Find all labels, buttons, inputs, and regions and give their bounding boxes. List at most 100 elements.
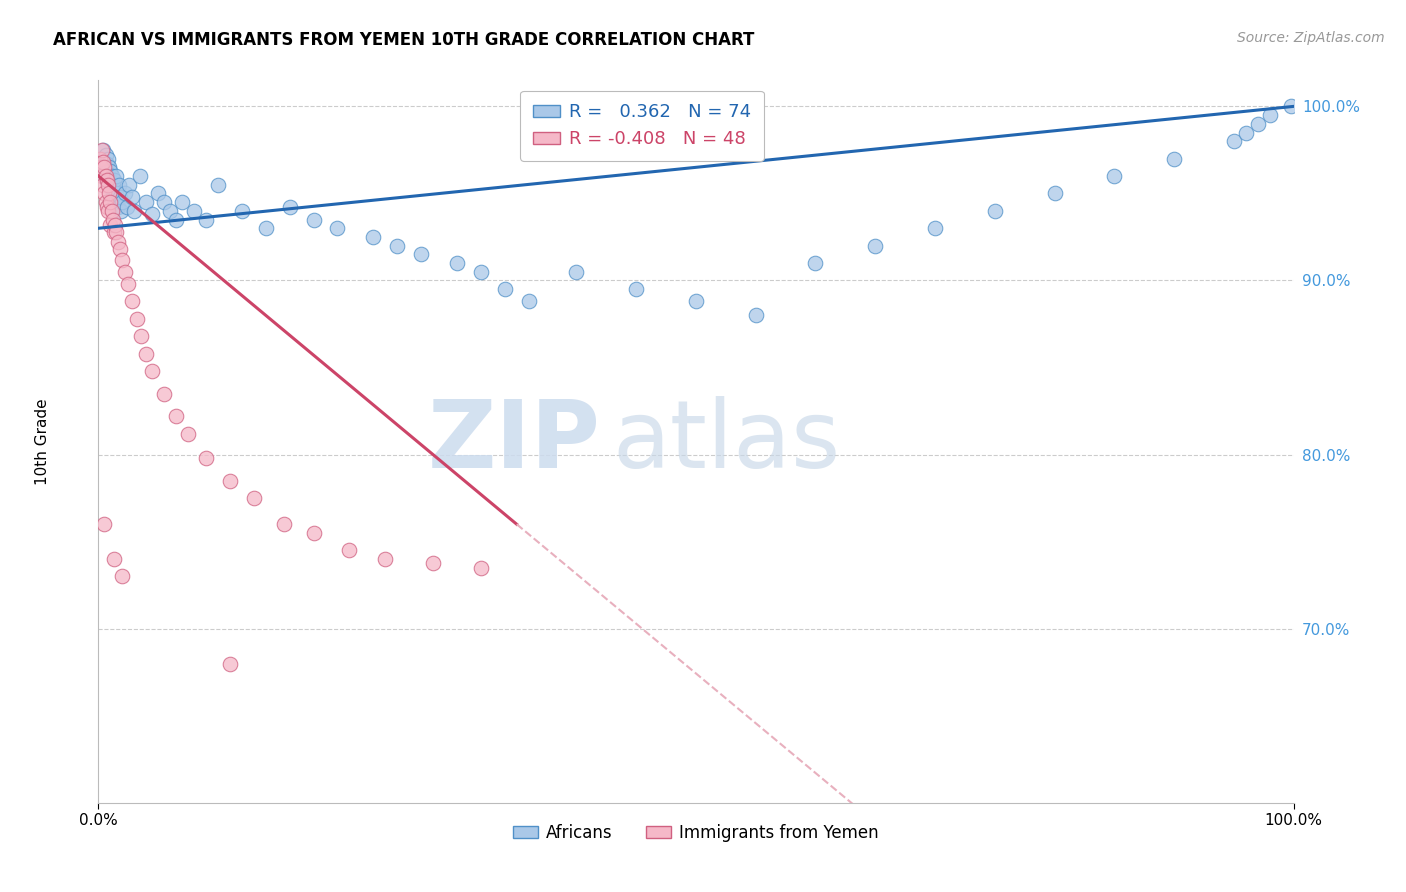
Point xyxy=(117,277,139,291)
Point xyxy=(121,294,143,309)
Point xyxy=(129,169,152,183)
Point xyxy=(135,195,157,210)
Point xyxy=(374,552,396,566)
Point xyxy=(94,195,117,210)
Point xyxy=(98,195,122,210)
Point xyxy=(231,203,253,218)
Y-axis label: 10th Grade: 10th Grade xyxy=(35,398,49,485)
Point xyxy=(278,200,301,214)
Point xyxy=(90,161,112,175)
Point xyxy=(91,169,114,183)
Point xyxy=(172,195,194,210)
Point xyxy=(153,195,176,210)
Point xyxy=(108,242,131,256)
Point xyxy=(135,346,157,360)
Point xyxy=(105,186,128,201)
Point xyxy=(125,311,148,326)
Point xyxy=(302,212,325,227)
Text: ZIP: ZIP xyxy=(427,395,600,488)
Point xyxy=(107,200,129,214)
Point xyxy=(273,517,295,532)
Point xyxy=(685,294,707,309)
Point xyxy=(98,163,122,178)
Point xyxy=(98,178,121,192)
Point xyxy=(93,155,115,169)
Point xyxy=(100,169,122,183)
Point xyxy=(103,225,125,239)
Point xyxy=(104,195,127,210)
Point xyxy=(111,569,134,583)
Point xyxy=(1247,117,1270,131)
Point xyxy=(96,172,118,186)
Point xyxy=(195,212,218,227)
Point xyxy=(494,282,516,296)
Point xyxy=(91,143,114,157)
Point xyxy=(141,207,163,221)
Point xyxy=(97,178,120,192)
Point xyxy=(183,203,205,218)
Point xyxy=(108,190,131,204)
Point xyxy=(101,190,124,204)
Point xyxy=(385,238,409,252)
Point xyxy=(96,172,118,186)
Point xyxy=(517,294,540,309)
Point xyxy=(148,186,170,201)
Point xyxy=(195,451,218,466)
Point xyxy=(165,212,187,227)
Point xyxy=(93,161,115,175)
Point xyxy=(118,178,141,192)
Point xyxy=(103,552,125,566)
Point xyxy=(339,543,361,558)
Point xyxy=(254,221,277,235)
Point xyxy=(100,183,122,197)
Point xyxy=(1234,126,1257,140)
Point xyxy=(114,186,136,201)
Point xyxy=(96,157,118,171)
Point xyxy=(1223,134,1246,148)
Point xyxy=(91,143,114,157)
Point xyxy=(124,203,146,218)
Point xyxy=(470,561,492,575)
Point xyxy=(103,183,125,197)
Point xyxy=(98,172,122,186)
Point xyxy=(111,195,134,210)
Point xyxy=(446,256,468,270)
Point xyxy=(363,230,385,244)
Point xyxy=(91,155,114,169)
Point xyxy=(422,556,444,570)
Point xyxy=(1258,108,1281,122)
Point xyxy=(105,225,128,239)
Point xyxy=(165,409,187,424)
Point xyxy=(107,235,129,250)
Point xyxy=(114,265,136,279)
Point xyxy=(984,203,1007,218)
Point xyxy=(94,169,117,183)
Point xyxy=(121,190,143,204)
Point xyxy=(131,329,153,343)
Point xyxy=(219,657,242,671)
Point xyxy=(93,186,115,201)
Point xyxy=(1043,186,1066,201)
Text: AFRICAN VS IMMIGRANTS FROM YEMEN 10TH GRADE CORRELATION CHART: AFRICAN VS IMMIGRANTS FROM YEMEN 10TH GR… xyxy=(53,31,755,49)
Point xyxy=(159,203,181,218)
Point xyxy=(1104,169,1126,183)
Point xyxy=(104,218,127,232)
Point xyxy=(93,517,115,532)
Point xyxy=(115,200,138,214)
Point xyxy=(89,152,111,166)
Point xyxy=(924,221,946,235)
Point xyxy=(110,203,132,218)
Point xyxy=(111,252,134,267)
Point xyxy=(207,178,229,192)
Point xyxy=(96,200,118,214)
Point xyxy=(107,178,129,192)
Point xyxy=(105,169,128,183)
Point xyxy=(865,238,887,252)
Point xyxy=(326,221,349,235)
Text: Source: ZipAtlas.com: Source: ZipAtlas.com xyxy=(1237,31,1385,45)
Point xyxy=(97,152,120,166)
Point xyxy=(565,265,588,279)
Point xyxy=(1163,152,1185,166)
Point xyxy=(103,172,125,186)
Point xyxy=(1279,99,1302,113)
